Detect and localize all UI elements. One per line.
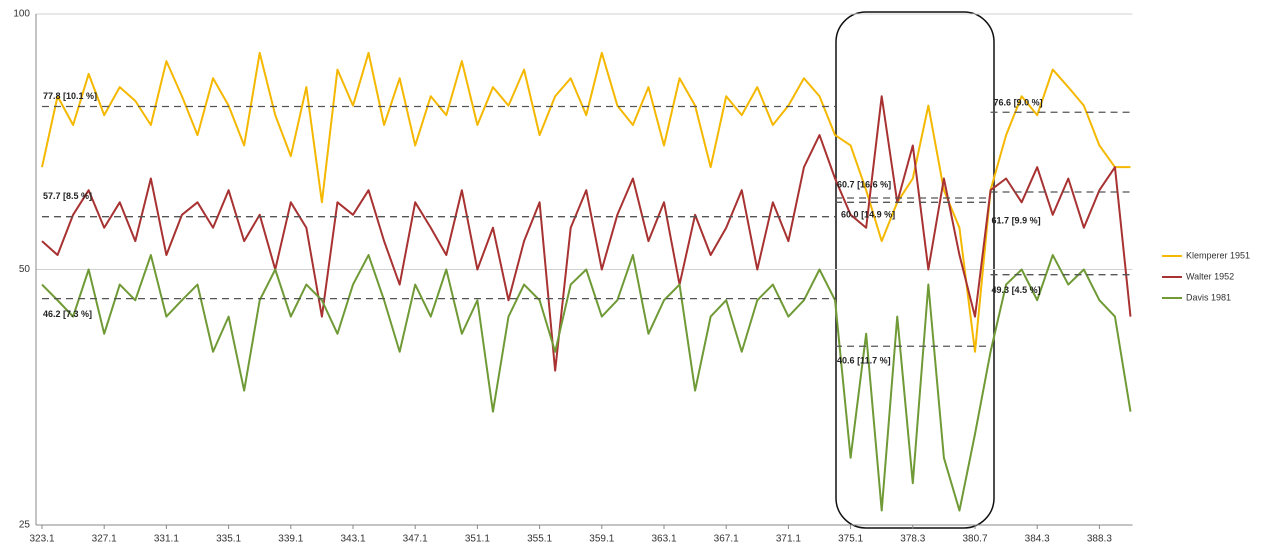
legend-label: Davis 1981: [1186, 292, 1231, 302]
mean-label: 60.7 [16.6 %]: [837, 179, 891, 189]
mean-label: 77.8 [10.1 %]: [43, 91, 97, 101]
mean-label: 60.0 [14.9 %]: [841, 210, 895, 220]
x-tick-label: 331.1: [154, 534, 179, 545]
x-tick-label: 375.1: [838, 534, 863, 545]
y-tick-label: 50: [19, 264, 31, 275]
x-tick-label: 363.1: [651, 534, 676, 545]
x-tick-label: 335.1: [216, 534, 241, 545]
mean-label: 40.6 [11.7 %]: [837, 356, 891, 366]
x-tick-label: 371.1: [776, 534, 801, 545]
x-tick-label: 327.1: [92, 534, 117, 545]
legend-label: Walter 1952: [1186, 271, 1234, 281]
mean-label: 57.7 [8.5 %]: [43, 191, 92, 201]
mean-label: 46.2 [7.3 %]: [43, 309, 92, 319]
mean-label: 61.7 [9.9 %]: [992, 215, 1041, 225]
x-tick-label: 380.7: [962, 534, 987, 545]
series-line: [41, 254, 1132, 512]
x-tick-label: 347.1: [403, 534, 428, 545]
x-tick-label: 323.1: [29, 534, 54, 545]
x-tick-label: 351.1: [465, 534, 490, 545]
series-line: [41, 95, 1132, 372]
mean-label: 76.6 [9.0 %]: [994, 98, 1043, 108]
x-tick-label: 384.3: [1025, 534, 1050, 545]
mean-label: 49.3 [4.5 %]: [992, 285, 1041, 295]
y-tick-label: 25: [19, 520, 31, 531]
x-tick-label: 388.3: [1087, 534, 1112, 545]
legend-label: Klemperer 1951: [1186, 250, 1250, 260]
x-tick-label: 378.3: [900, 534, 925, 545]
x-tick-label: 367.1: [714, 534, 739, 545]
x-tick-label: 339.1: [278, 534, 303, 545]
x-tick-label: 343.1: [340, 534, 365, 545]
x-tick-label: 355.1: [527, 534, 552, 545]
x-tick-label: 359.1: [589, 534, 614, 545]
y-tick-label: 100: [13, 9, 30, 20]
